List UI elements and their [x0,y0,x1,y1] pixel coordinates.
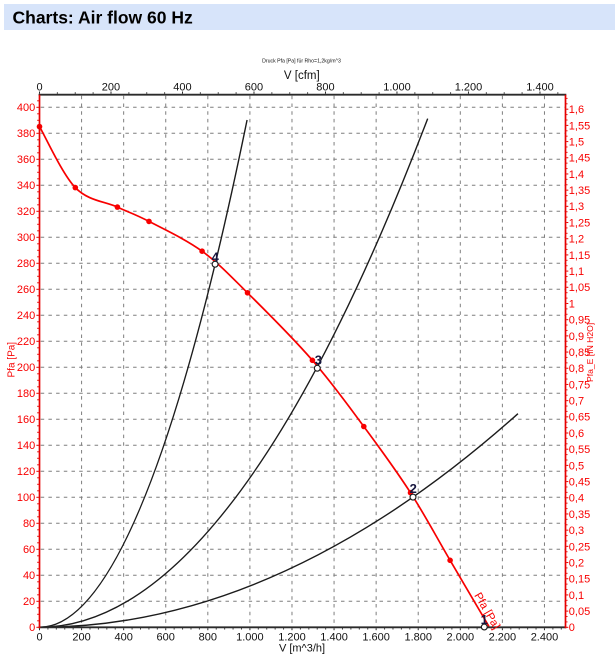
svg-text:0: 0 [569,622,575,634]
svg-text:3: 3 [315,352,322,367]
svg-text:0,4: 0,4 [569,493,584,505]
svg-text:1,1: 1,1 [569,266,584,278]
svg-text:1,6: 1,6 [569,104,584,116]
svg-text:1,15: 1,15 [569,250,590,262]
svg-text:0,05: 0,05 [569,606,590,618]
svg-text:V [m^3/h]: V [m^3/h] [279,642,325,654]
svg-text:1,25: 1,25 [569,217,590,229]
svg-text:V [cfm]: V [cfm] [284,70,320,82]
svg-text:Pfa [Pa]: Pfa [Pa] [7,342,18,378]
svg-text:140: 140 [17,440,35,452]
svg-text:0,35: 0,35 [569,509,590,521]
svg-text:1.600: 1.600 [362,631,390,643]
svg-text:1.200: 1.200 [278,631,306,643]
svg-text:200: 200 [102,81,120,93]
svg-text:260: 260 [17,284,35,296]
svg-text:600: 600 [157,631,175,643]
svg-text:220: 220 [17,336,35,348]
svg-text:1,4: 1,4 [569,169,584,181]
svg-text:200: 200 [17,362,35,374]
svg-text:0,9: 0,9 [569,331,584,343]
svg-text:1.400: 1.400 [320,631,348,643]
svg-text:0,8: 0,8 [569,363,584,375]
svg-text:1,2: 1,2 [569,234,584,246]
svg-text:800: 800 [199,631,217,643]
svg-text:Druck Pfa [Pa] für Rho=1,2kg/m: Druck Pfa [Pa] für Rho=1,2kg/m^3 [262,59,341,65]
svg-text:40: 40 [23,570,35,582]
svg-text:0,7: 0,7 [569,396,584,408]
svg-text:1,5: 1,5 [569,136,584,148]
svg-text:0,65: 0,65 [569,412,590,424]
svg-text:1.200: 1.200 [455,81,483,93]
svg-text:360: 360 [17,154,35,166]
svg-text:2.400: 2.400 [531,631,559,643]
svg-text:1.800: 1.800 [404,631,432,643]
svg-text:0,95: 0,95 [569,315,590,327]
svg-text:1,05: 1,05 [569,282,590,294]
svg-text:0: 0 [36,81,42,93]
svg-text:1,3: 1,3 [569,201,584,213]
svg-text:200: 200 [72,631,90,643]
svg-text:380: 380 [17,128,35,140]
svg-text:1.000: 1.000 [383,81,411,93]
svg-text:320: 320 [17,206,35,218]
svg-text:2: 2 [410,481,417,496]
svg-text:0,3: 0,3 [569,525,584,537]
svg-text:Pfa_E [IN H2O]: Pfa_E [IN H2O] [585,323,595,382]
svg-text:20: 20 [23,596,35,608]
svg-text:2.000: 2.000 [447,631,475,643]
svg-text:0: 0 [29,622,35,634]
svg-text:1,35: 1,35 [569,185,590,197]
svg-text:0,45: 0,45 [569,476,590,488]
svg-text:1: 1 [481,612,488,627]
svg-text:0,25: 0,25 [569,541,590,553]
svg-text:120: 120 [17,466,35,478]
svg-text:0,6: 0,6 [569,428,584,440]
svg-text:280: 280 [17,258,35,270]
svg-text:Charts: Air flow 60 Hz: Charts: Air flow 60 Hz [13,8,193,28]
svg-text:800: 800 [316,81,334,93]
svg-text:180: 180 [17,388,35,400]
svg-text:1.000: 1.000 [236,631,264,643]
svg-text:100: 100 [17,492,35,504]
svg-text:340: 340 [17,180,35,192]
svg-text:2.200: 2.200 [489,631,517,643]
svg-text:0,2: 0,2 [569,557,584,569]
svg-text:0: 0 [36,631,42,643]
svg-text:0,85: 0,85 [569,347,590,359]
svg-text:1.400: 1.400 [526,81,554,93]
svg-text:1,55: 1,55 [569,120,590,132]
svg-text:600: 600 [245,81,263,93]
svg-text:160: 160 [17,414,35,426]
svg-text:0,15: 0,15 [569,574,590,586]
svg-text:400: 400 [173,81,191,93]
svg-text:0,55: 0,55 [569,444,590,456]
svg-text:1,45: 1,45 [569,153,590,165]
svg-text:0,1: 0,1 [569,590,584,602]
svg-text:4: 4 [212,249,220,264]
svg-text:0,5: 0,5 [569,460,584,472]
svg-text:240: 240 [17,310,35,322]
svg-text:300: 300 [17,232,35,244]
svg-text:400: 400 [114,631,132,643]
svg-text:1: 1 [569,298,575,310]
svg-text:400: 400 [17,102,35,114]
svg-text:80: 80 [23,518,35,530]
svg-text:0,75: 0,75 [569,379,590,391]
svg-text:60: 60 [23,544,35,556]
